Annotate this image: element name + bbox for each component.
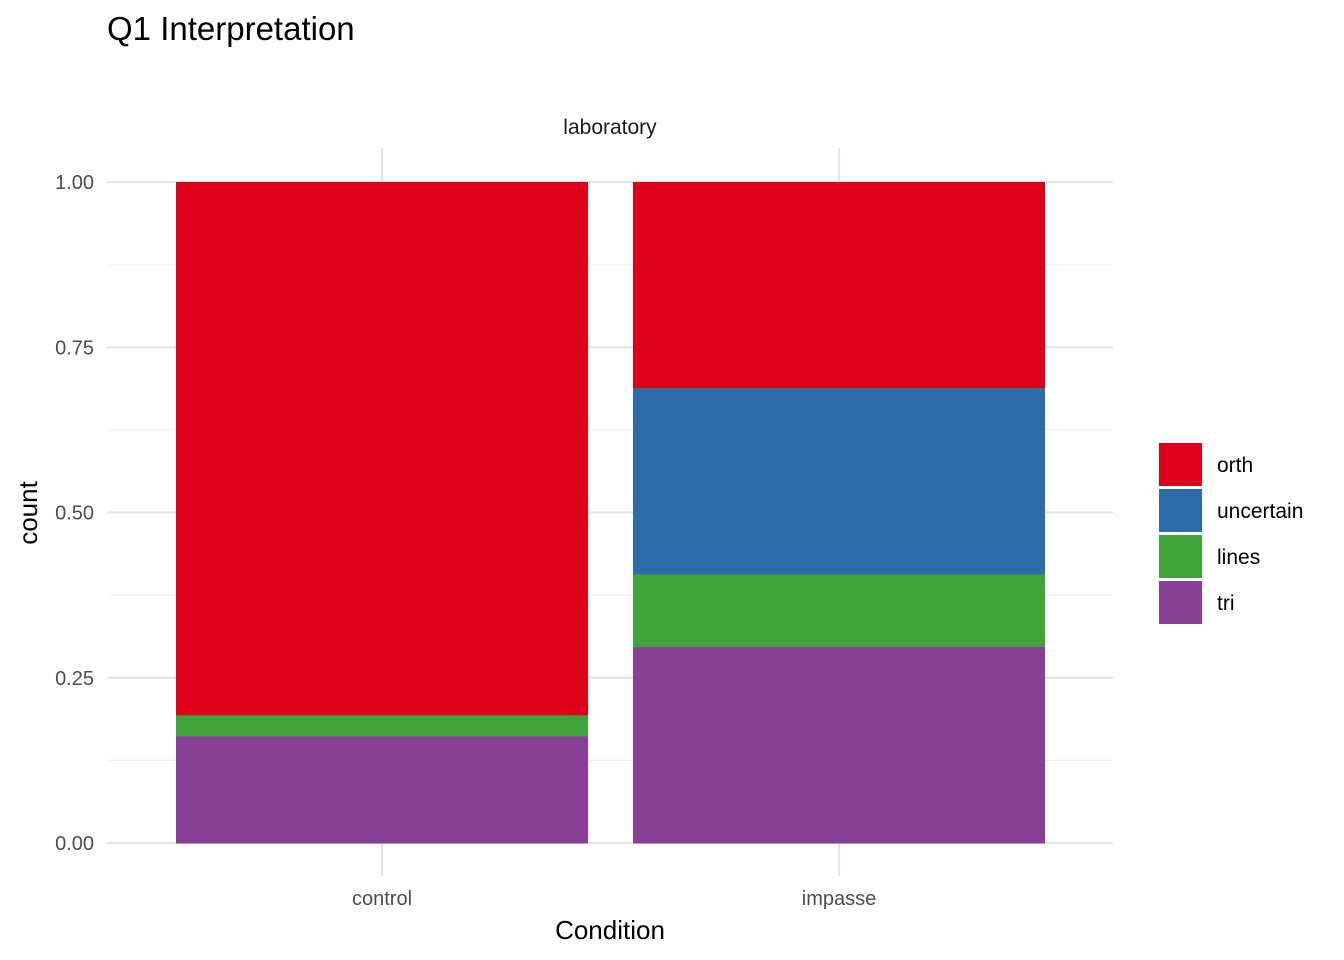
- x-tick-label: impasse: [802, 888, 876, 910]
- bars: [176, 182, 1045, 844]
- legend-key-tri: [1159, 581, 1202, 624]
- y-tick-label: 0.50: [55, 503, 94, 525]
- bar-segment-impasse-tri: [633, 646, 1045, 844]
- y-tick-label: 0.75: [55, 337, 94, 359]
- legend-key-orth: [1159, 443, 1202, 486]
- y-tick-labels: 0.00 0.25 0.50 0.75 1.00: [55, 172, 94, 855]
- bar-segment-impasse-orth: [633, 182, 1045, 389]
- legend-label-orth: orth: [1217, 454, 1253, 477]
- y-tick-label: 0.00: [55, 833, 94, 855]
- facet-label: laboratory: [563, 116, 657, 139]
- bar-segment-control-lines: [176, 714, 588, 737]
- bar-segment-control-tri: [176, 735, 588, 844]
- legend-label-lines: lines: [1217, 546, 1260, 569]
- legend: orth uncertain lines tri: [1159, 443, 1303, 624]
- legend-label-tri: tri: [1217, 592, 1235, 615]
- legend-key-uncertain: [1159, 489, 1202, 532]
- x-tick-label: control: [352, 888, 412, 910]
- y-tick-label: 0.25: [55, 668, 94, 690]
- bar-segment-impasse-uncertain: [633, 387, 1045, 575]
- chart-title: Q1 Interpretation: [107, 10, 355, 47]
- bar-segment-control-orth: [176, 182, 588, 716]
- legend-label-uncertain: uncertain: [1217, 500, 1303, 523]
- legend-key-lines: [1159, 535, 1202, 578]
- x-tick-labels: control impasse: [352, 888, 876, 910]
- bar-segment-impasse-lines: [633, 573, 1045, 648]
- y-tick-label: 1.00: [55, 172, 94, 194]
- y-axis-title: count: [13, 480, 43, 544]
- x-axis-title: Condition: [555, 915, 665, 945]
